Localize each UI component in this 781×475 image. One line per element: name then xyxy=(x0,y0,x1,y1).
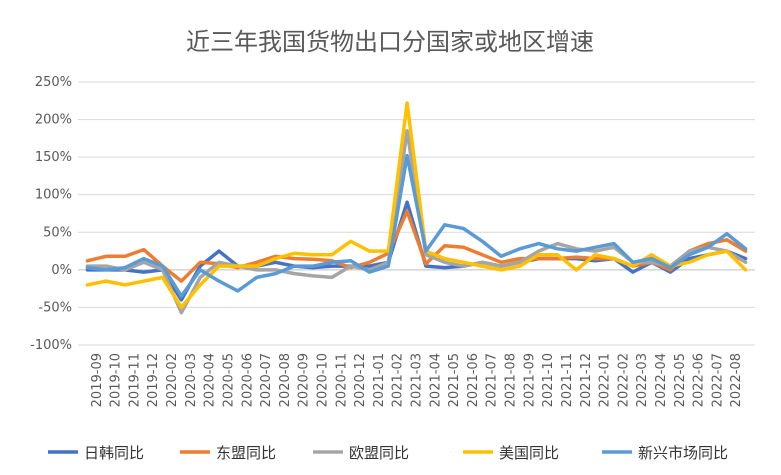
x-tick-label: 2019-09 xyxy=(90,353,105,407)
y-tick-label: 50% xyxy=(43,225,72,240)
x-tick-label: 2022-07 xyxy=(710,353,725,407)
legend-label: 日韩同比 xyxy=(84,444,144,462)
x-tick-label: 2021-01 xyxy=(372,353,387,407)
y-axis: -100% -50% 0% 50% 100% 150% 200% 250% xyxy=(30,75,72,353)
x-tick-label: 2022-06 xyxy=(692,353,707,407)
x-tick-label: 2022-02 xyxy=(616,353,631,407)
x-tick-label: 2020-03 xyxy=(184,353,199,407)
x-tick-label: 2019-11 xyxy=(127,353,142,407)
y-tick-label: -100% xyxy=(30,338,72,353)
x-tick-label: 2020-11 xyxy=(334,353,349,407)
y-tick-label: 0% xyxy=(51,263,72,278)
series-line-3 xyxy=(85,129,748,315)
x-tick-label: 2020-02 xyxy=(165,353,180,407)
x-tick-label: 2021-04 xyxy=(428,353,443,407)
legend-label: 欧盟同比 xyxy=(349,444,409,462)
y-tick-label: 100% xyxy=(35,188,72,203)
x-tick-label: 2021-11 xyxy=(560,353,575,407)
chart-title: 近三年我国货物出口分国家或地区增速 xyxy=(186,28,594,56)
series-line-2 xyxy=(85,209,748,283)
x-tick-label: 2021-08 xyxy=(504,353,519,407)
x-tick-label: 2019-10 xyxy=(109,353,124,407)
legend: 日韩同比 东盟同比 欧盟同比 美国同比 新兴市场同比 xyxy=(48,444,728,462)
x-tick-label: 2020-09 xyxy=(297,353,312,407)
legend-label: 美国同比 xyxy=(499,444,559,462)
x-tick-label: 2022-05 xyxy=(673,353,688,407)
x-tick-label: 2022-03 xyxy=(635,353,650,407)
x-tick-label: 2020-04 xyxy=(203,353,218,407)
x-tick-label: 2021-07 xyxy=(485,353,500,407)
series-line-1 xyxy=(85,200,748,302)
x-tick-label: 2021-02 xyxy=(391,353,406,407)
y-tick-label: 200% xyxy=(35,113,72,128)
x-axis: 2019-09 2019-10 2019-11 2019-12 2020-02 2020-… xyxy=(90,353,744,407)
y-tick-label: 250% xyxy=(35,75,72,90)
x-tick-label: 2020-05 xyxy=(221,353,236,407)
x-tick-label: 2020-08 xyxy=(278,353,293,407)
y-tick-label: -50% xyxy=(38,300,72,315)
x-tick-label: 2021-06 xyxy=(466,353,481,407)
legend-label: 新兴市场同比 xyxy=(638,444,728,462)
legend-label: 东盟同比 xyxy=(216,444,276,462)
x-tick-label: 2021-05 xyxy=(447,353,462,407)
x-tick-label: 2020-12 xyxy=(353,353,368,407)
x-tick-label: 2019-12 xyxy=(146,353,161,407)
y-tick-label: 150% xyxy=(35,150,72,165)
series-line-5 xyxy=(85,153,748,298)
x-tick-label: 2022-01 xyxy=(598,353,613,407)
series-line-4 xyxy=(85,101,748,310)
x-tick-label: 2021-03 xyxy=(410,353,425,407)
x-tick-label: 2022-04 xyxy=(654,353,669,407)
x-tick-label: 2020-06 xyxy=(240,353,255,407)
x-tick-label: 2021-12 xyxy=(579,353,594,407)
x-tick-label: 2022-08 xyxy=(729,353,744,407)
x-tick-label: 2020-10 xyxy=(315,353,330,407)
x-tick-label: 2021-10 xyxy=(541,353,556,407)
x-tick-label: 2020-07 xyxy=(259,353,274,407)
x-tick-label: 2021-09 xyxy=(522,353,537,407)
plot-area xyxy=(85,101,748,315)
